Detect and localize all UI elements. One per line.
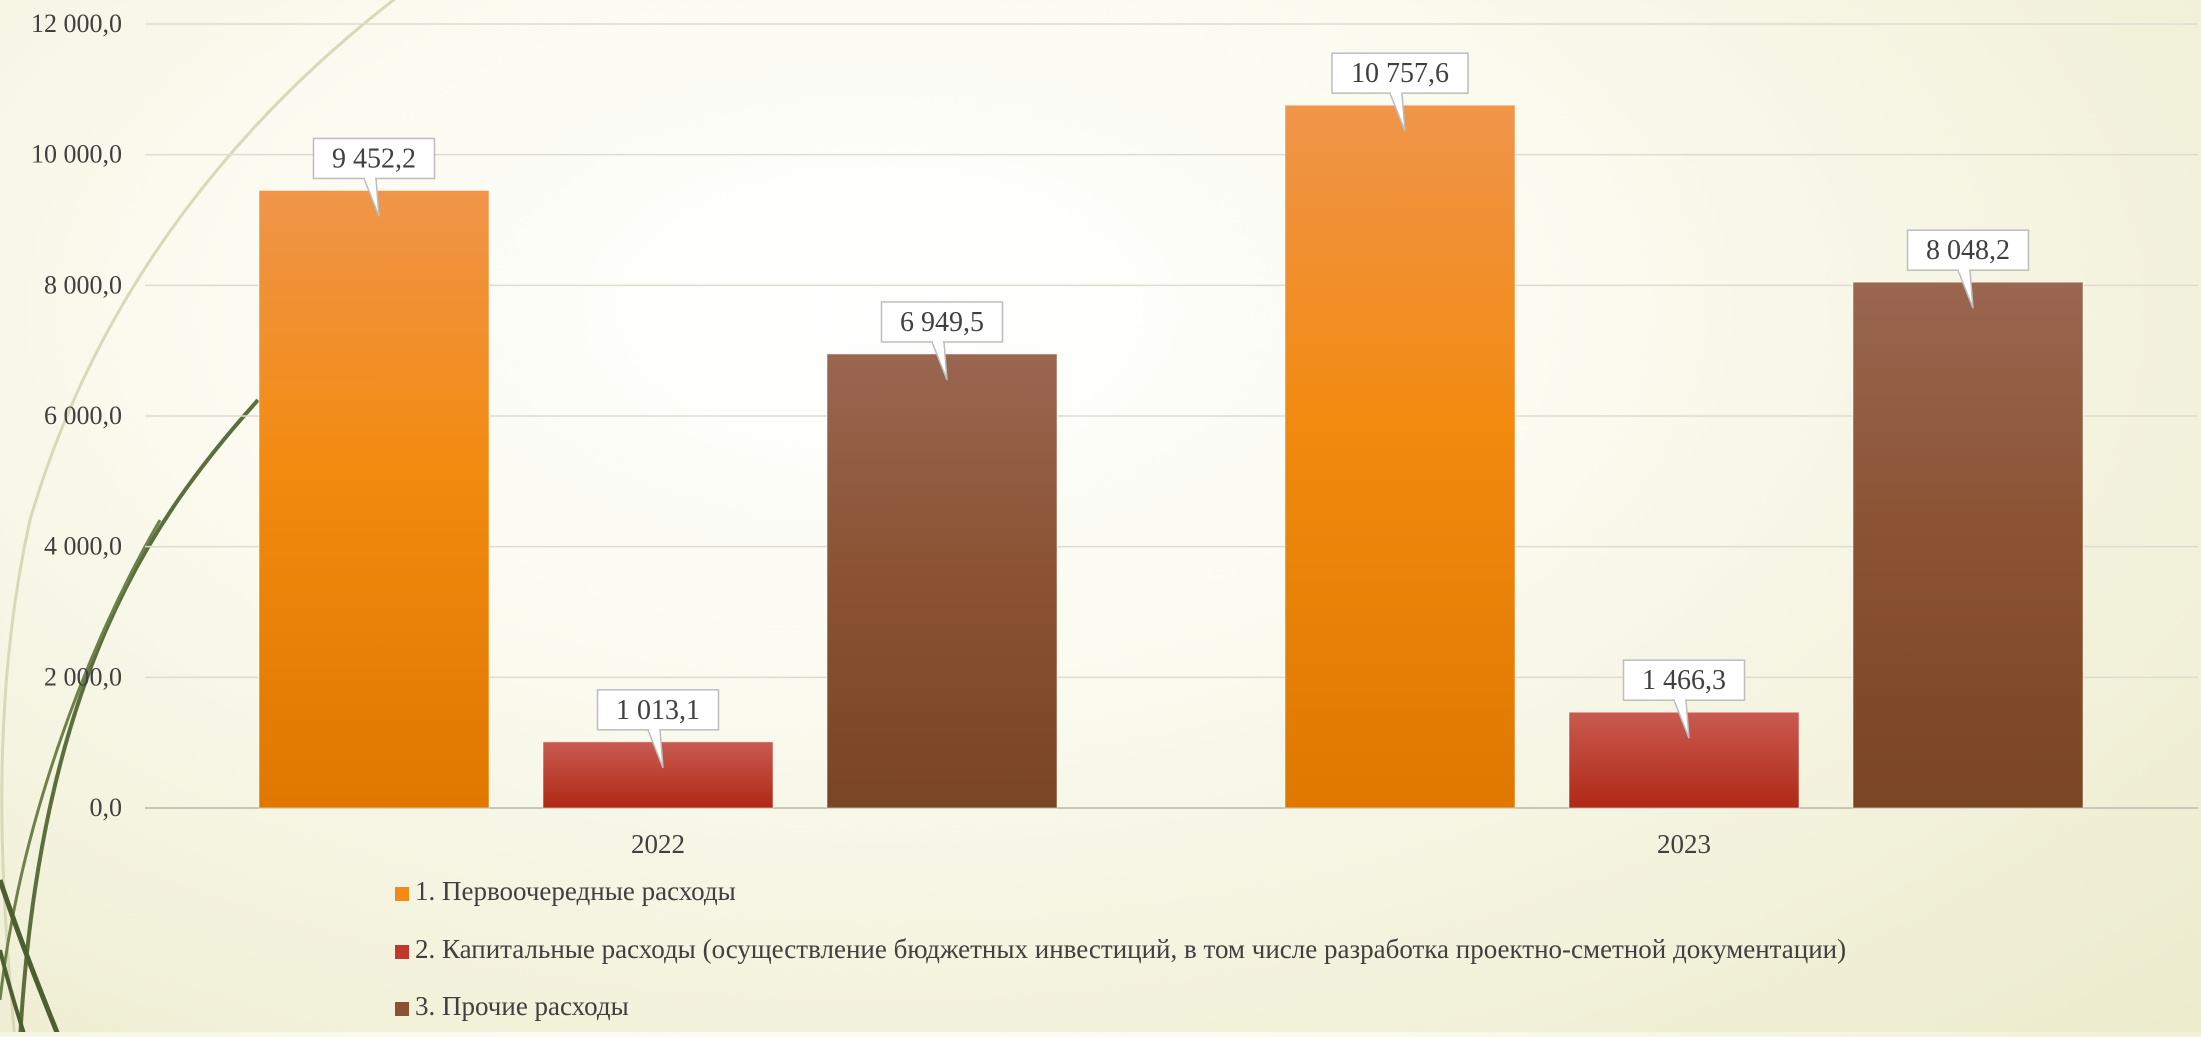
y-tick-label: 6 000,0 — [44, 401, 122, 430]
bar — [1852, 281, 2084, 809]
bar — [1284, 104, 1516, 809]
x-tick-label: 2022 — [631, 829, 685, 859]
bar — [1568, 711, 1800, 809]
legend-item: 2. Капитальные расходы (осуществление бю… — [395, 934, 1846, 964]
data-label: 8 048,2 — [1906, 229, 2030, 309]
data-label-text: 6 949,5 — [900, 307, 984, 338]
data-label-text: 1 013,1 — [616, 695, 700, 726]
data-label-box — [312, 137, 436, 180]
data-label: 1 013,1 — [596, 689, 720, 769]
data-label-pointer-join — [933, 339, 943, 344]
legend-label: 2. Капитальные расходы (осуществление бю… — [415, 934, 1846, 964]
legend-label: 1. Первоочередные расходы — [415, 876, 736, 906]
data-label: 1 466,3 — [1622, 659, 1746, 739]
x-tick-label: 2023 — [1657, 829, 1711, 859]
legend-swatch — [395, 1002, 409, 1016]
data-label-pointer-join — [1391, 91, 1401, 96]
data-labels: 9 452,2 1 013,1 6 949,5 10 757,6 1 466,3 8 04… — [312, 52, 2030, 769]
data-label-text: 10 757,6 — [1351, 58, 1449, 89]
x-axis: 2022 2023 — [631, 829, 1711, 859]
data-label-pointer-join — [365, 176, 375, 181]
bars — [258, 104, 2084, 809]
data-label-box — [880, 301, 1004, 343]
y-tick-label: 12 000,0 — [31, 9, 122, 38]
data-label: 6 949,5 — [880, 301, 1004, 381]
bar — [826, 353, 1058, 809]
legend-label: 3. Прочие расходы — [415, 991, 629, 1021]
legend-swatch — [395, 887, 409, 901]
data-label: 10 757,6 — [1331, 52, 1469, 132]
y-tick-label: 0,0 — [90, 793, 123, 822]
data-label-text: 1 466,3 — [1642, 665, 1726, 696]
legend-item: 1. Первоочередные расходы — [395, 876, 736, 906]
data-label-pointer-join — [1675, 698, 1685, 703]
bar — [258, 189, 490, 809]
legend-swatch — [395, 945, 409, 959]
legend: 1. Первоочередные расходы 2. Капитальные … — [395, 876, 1846, 1021]
legend-item: 3. Прочие расходы — [395, 991, 629, 1021]
y-tick-label: 4 000,0 — [44, 532, 122, 561]
y-tick-label: 8 000,0 — [44, 270, 122, 299]
data-label-pointer-join — [649, 727, 659, 732]
data-label-box — [1622, 659, 1746, 701]
y-tick-label: 2 000,0 — [44, 662, 122, 691]
y-tick-label: 10 000,0 — [31, 140, 122, 169]
data-label-box — [1906, 229, 2030, 271]
data-label-box — [596, 689, 720, 731]
data-label-text: 9 452,2 — [332, 143, 416, 174]
data-label: 9 452,2 — [312, 137, 436, 217]
y-axis: 0,0 2 000,0 4 000,0 6 000,0 8 000,0 10 000,0 1… — [31, 9, 122, 822]
data-label-text: 8 048,2 — [1926, 235, 2010, 266]
data-label-pointer-join — [1959, 268, 1969, 273]
decorative-swoosh — [0, 0, 397, 1037]
